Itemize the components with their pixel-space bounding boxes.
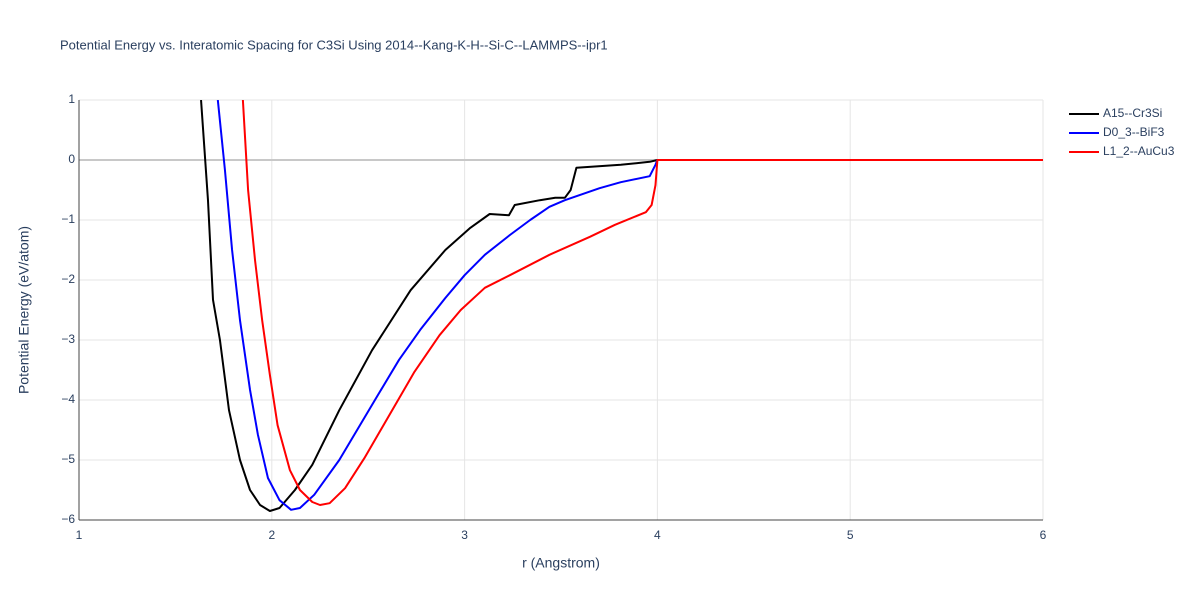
x-tick-label: 4 — [654, 528, 661, 542]
series-line — [216, 100, 1043, 511]
y-tick-label: −3 — [61, 332, 75, 346]
y-tick-label: −1 — [61, 212, 75, 226]
legend-label: A15--Cr3Si — [1103, 106, 1162, 120]
chart-title: Potential Energy vs. Interatomic Spacing… — [60, 37, 608, 52]
x-tick-label: 2 — [268, 528, 275, 542]
legend: A15--Cr3Si D0_3--BiF3 L1_2--AuCu3 — [1069, 106, 1175, 158]
x-tick-label: 5 — [847, 528, 854, 542]
y-tick-label: 1 — [68, 92, 75, 106]
grid: 1 2 3 4 5 6 −6 −5 −4 −3 −2 −1 0 1 — [61, 92, 1046, 542]
y-axis-label: Potential Energy (eV/atom) — [16, 226, 32, 394]
x-axis-label: r (Angstrom) — [522, 555, 600, 571]
x-tick-label: 3 — [461, 528, 468, 542]
x-tick-label: 1 — [76, 528, 83, 542]
series-line — [241, 100, 1043, 506]
legend-label: L1_2--AuCu3 — [1103, 144, 1175, 158]
x-tick-label: 6 — [1040, 528, 1047, 542]
plot-area — [200, 100, 1043, 512]
y-tick-label: −2 — [61, 272, 75, 286]
y-tick-label: −4 — [61, 392, 75, 406]
y-tick-label: −6 — [61, 512, 75, 526]
series-line — [200, 100, 1043, 512]
y-tick-label: 0 — [68, 152, 75, 166]
legend-label: D0_3--BiF3 — [1103, 125, 1165, 139]
y-tick-label: −5 — [61, 452, 75, 466]
